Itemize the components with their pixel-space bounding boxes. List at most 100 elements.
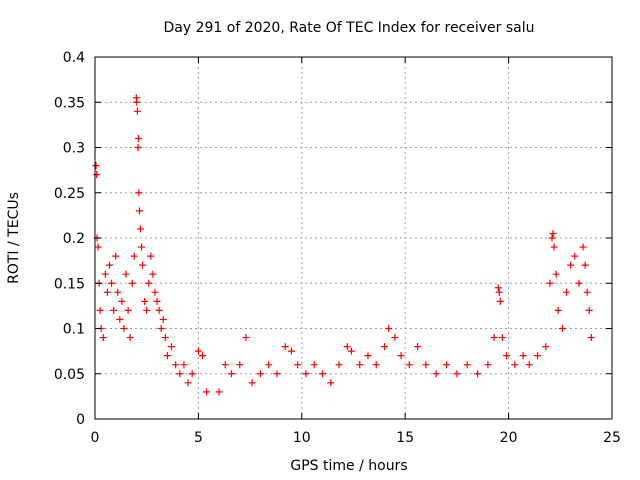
- data-point: [151, 288, 159, 296]
- data-point: [391, 334, 399, 342]
- data-point: [364, 352, 372, 360]
- data-point: [397, 352, 405, 360]
- data-point: [422, 361, 430, 369]
- data-point: [287, 347, 295, 355]
- data-point: [310, 361, 318, 369]
- data-point: [153, 297, 161, 305]
- x-tick-label: 5: [194, 430, 203, 446]
- data-point: [145, 279, 153, 287]
- data-point: [203, 388, 211, 396]
- data-point: [136, 225, 144, 233]
- data-point: [552, 270, 560, 278]
- data-point: [101, 270, 109, 278]
- data-point: [130, 252, 138, 260]
- data-point: [273, 370, 281, 378]
- x-tick-label: 25: [603, 430, 621, 446]
- data-point: [490, 334, 498, 342]
- data-point: [548, 234, 556, 242]
- data-point: [534, 352, 542, 360]
- data-point: [496, 297, 504, 305]
- y-tick-label: 0.4: [63, 50, 85, 66]
- data-point: [110, 306, 118, 314]
- data-point: [188, 370, 196, 378]
- data-point: [525, 361, 533, 369]
- data-point: [550, 243, 558, 251]
- data-point: [579, 243, 587, 251]
- chart-title: Day 291 of 2020, Rate Of TEC Index for r…: [163, 20, 534, 36]
- x-tick-label: 10: [293, 430, 311, 446]
- data-point: [585, 306, 593, 314]
- data-point: [157, 325, 165, 332]
- data-point: [302, 370, 310, 378]
- y-tick-label: 0.3: [63, 141, 85, 157]
- data-point: [503, 352, 511, 360]
- data-point: [199, 352, 207, 360]
- y-tick-label: 0.35: [54, 95, 85, 111]
- data-point: [99, 334, 107, 342]
- data-point: [92, 162, 100, 170]
- data-point: [122, 270, 130, 278]
- data-point: [108, 279, 116, 287]
- data-point: [133, 107, 141, 115]
- data-point: [221, 361, 229, 369]
- data-point: [494, 284, 502, 292]
- data-point: [519, 352, 527, 360]
- data-point: [135, 207, 143, 215]
- data-point: [405, 361, 413, 369]
- data-point: [141, 297, 149, 305]
- data-point: [453, 370, 461, 378]
- data-point: [583, 288, 591, 296]
- data-point: [161, 334, 169, 342]
- data-point: [134, 144, 142, 151]
- axis-ticks: 0 0.05 0.1 0.15 0.2 0.25 0.3 0.35 0.4 0 5 10 15 20 25: [54, 50, 621, 446]
- data-point: [139, 261, 147, 269]
- data-point: [546, 279, 554, 287]
- data-point: [318, 370, 326, 378]
- data-point: [327, 379, 335, 387]
- x-tick-label: 0: [91, 430, 100, 446]
- data-point: [96, 306, 104, 314]
- data-point: [575, 279, 583, 287]
- data-point: [184, 379, 192, 387]
- data-point: [194, 347, 202, 355]
- data-point: [126, 334, 134, 342]
- data-point: [372, 361, 380, 369]
- data-point: [124, 306, 132, 314]
- y-tick-label: 0.2: [63, 231, 85, 247]
- data-point: [381, 343, 389, 351]
- data-point: [511, 361, 519, 369]
- data-point: [356, 361, 364, 369]
- data-point: [484, 361, 492, 369]
- data-point: [414, 343, 422, 351]
- data-points: [92, 94, 595, 396]
- data-point: [248, 379, 256, 387]
- data-point: [587, 334, 595, 342]
- data-point: [498, 334, 506, 342]
- data-point: [176, 370, 184, 378]
- y-tick-label: 0.25: [54, 186, 85, 202]
- data-point: [495, 288, 503, 296]
- data-point: [135, 189, 143, 197]
- data-point: [281, 343, 289, 351]
- data-point: [105, 261, 113, 269]
- x-axis-label: GPS time / hours: [290, 458, 407, 474]
- data-point: [385, 325, 393, 332]
- x-tick-label: 20: [500, 430, 518, 446]
- data-point: [563, 288, 571, 296]
- data-point: [294, 361, 302, 369]
- data-point: [215, 388, 223, 396]
- data-point: [242, 334, 250, 342]
- data-point: [120, 325, 128, 332]
- data-point: [155, 306, 163, 314]
- data-point: [168, 343, 176, 351]
- y-tick-label: 0.05: [54, 367, 85, 383]
- data-point: [128, 279, 136, 287]
- data-point: [103, 288, 111, 296]
- data-point: [335, 361, 343, 369]
- data-point: [227, 370, 235, 378]
- data-point: [163, 352, 171, 360]
- data-point: [432, 370, 440, 378]
- data-point: [347, 347, 355, 355]
- y-axis-label: ROTI / TECUs: [6, 192, 22, 284]
- data-point: [265, 361, 273, 369]
